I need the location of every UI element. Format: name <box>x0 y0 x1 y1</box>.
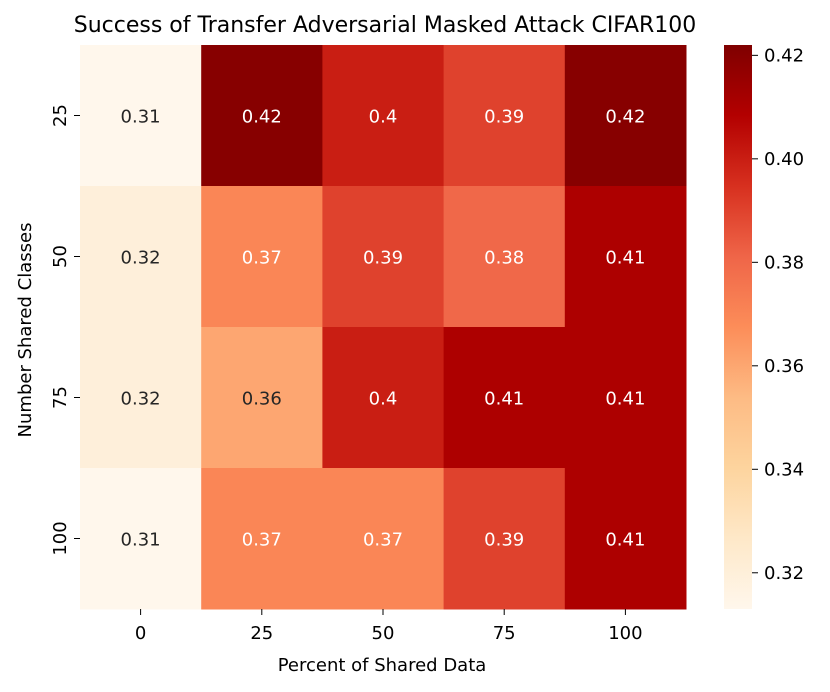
heatmap-cell <box>443 327 566 469</box>
heatmap-cell <box>564 327 687 469</box>
y-tick-label: 50 <box>50 245 71 268</box>
heatmap-cell <box>322 327 445 469</box>
colorbar-tick-label: 0.36 <box>764 356 804 377</box>
x-tick-label: 25 <box>250 623 273 644</box>
heatmap-cell <box>201 468 323 610</box>
cell-value-label: 0.32 <box>121 248 161 269</box>
heatmap-cell <box>80 468 202 610</box>
heatmap-cell <box>80 327 202 469</box>
cell-value-label: 0.37 <box>242 248 282 269</box>
cell-value-label: 0.31 <box>121 107 161 128</box>
cell-value-label: 0.37 <box>242 530 282 551</box>
cell-value-label: 0.4 <box>369 389 398 410</box>
heatmap-cell <box>322 45 445 187</box>
x-tick-label: 100 <box>608 623 642 644</box>
cell-value-label: 0.39 <box>363 248 403 269</box>
colorbar-tick-label: 0.34 <box>764 459 804 480</box>
cell-value-label: 0.42 <box>242 107 282 128</box>
x-tick-label: 0 <box>135 623 146 644</box>
y-axis: 25 50 75 100 <box>50 104 80 556</box>
heatmap-cell <box>201 45 323 187</box>
cell-value-label: 0.42 <box>605 107 645 128</box>
cell-value-label: 0.39 <box>484 530 524 551</box>
colorbar-tick-label: 0.38 <box>764 252 804 273</box>
heatmap-cell <box>564 45 687 187</box>
cell-value-label: 0.41 <box>484 389 524 410</box>
y-axis-label: Number Shared Classes <box>15 223 36 438</box>
cell-value-label: 0.32 <box>121 389 161 410</box>
y-tick-label: 75 <box>50 386 71 409</box>
cell-value-label: 0.41 <box>605 248 645 269</box>
heatmap-cells: 0.31 0.42 0.4 0.39 0.42 0.32 0.37 0.39 0.38 0.41 0… <box>80 45 687 610</box>
cell-value-label: 0.38 <box>484 248 524 269</box>
colorbar-ticks: 0.32 0.34 0.36 0.38 0.40 0.42 <box>752 45 804 584</box>
heatmap-cell <box>564 186 687 328</box>
colorbar-tick-label: 0.40 <box>764 149 804 170</box>
heatmap-cell <box>564 468 687 610</box>
x-tick-label: 50 <box>372 623 395 644</box>
y-tick-label: 25 <box>50 104 71 127</box>
chart-title: Success of Transfer Adversarial Masked A… <box>74 13 697 38</box>
cell-value-label: 0.41 <box>605 389 645 410</box>
heatmap-cell <box>80 45 202 187</box>
heatmap-cell <box>201 186 323 328</box>
cell-value-label: 0.36 <box>242 389 282 410</box>
colorbar: 0.32 0.34 0.36 0.38 0.40 0.42 <box>724 45 804 609</box>
cell-value-label: 0.31 <box>121 530 161 551</box>
colorbar-tick-label: 0.42 <box>764 45 804 66</box>
colorbar-tick-label: 0.32 <box>764 563 804 584</box>
heatmap-cell <box>322 468 445 610</box>
heatmap-cell <box>80 186 202 328</box>
heatmap-cell <box>322 186 445 328</box>
x-axis: 0 25 50 75 100 <box>135 609 643 644</box>
heatmap-cell <box>443 468 566 610</box>
cell-value-label: 0.41 <box>605 530 645 551</box>
x-axis-label: Percent of Shared Data <box>278 655 487 676</box>
y-tick-label: 100 <box>50 521 71 555</box>
cell-value-label: 0.37 <box>363 530 403 551</box>
heatmap-cell <box>443 45 566 187</box>
cell-value-label: 0.4 <box>369 107 398 128</box>
heatmap-cell <box>201 327 323 469</box>
colorbar-gradient <box>724 45 752 609</box>
cell-value-label: 0.39 <box>484 107 524 128</box>
x-tick-label: 75 <box>493 623 516 644</box>
heatmap-cell <box>443 186 566 328</box>
